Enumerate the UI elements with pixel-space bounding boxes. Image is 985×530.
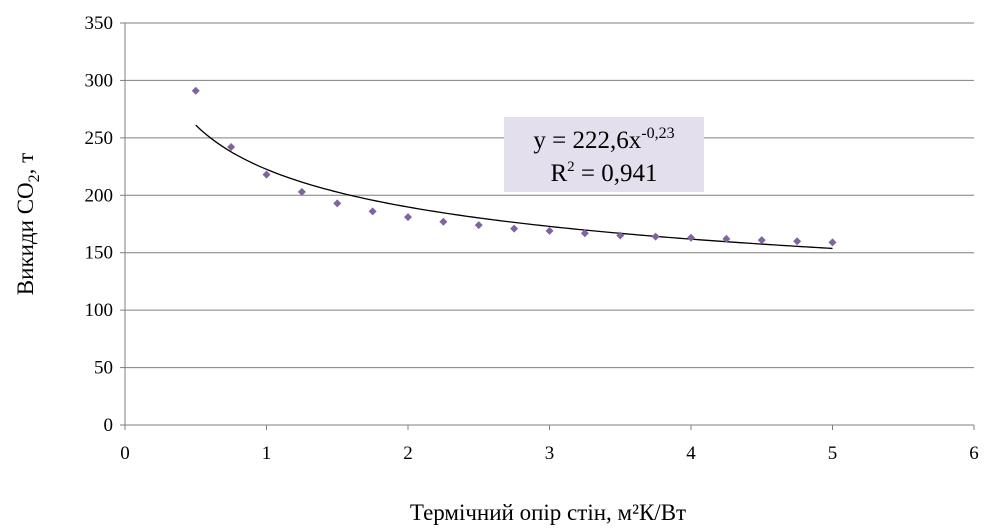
data-point: [545, 226, 554, 235]
y-axis-title-subscript: 2: [26, 174, 43, 182]
data-points: [191, 86, 837, 247]
data-point: [510, 224, 519, 233]
data-point: [368, 207, 377, 216]
data-point: [828, 238, 837, 247]
x-axis-title: Термічний опір стін, м²К/Вт: [410, 500, 686, 525]
tick-labels: 0 50 100 150 200 250 300 350 0 1 2 3 4 5 6: [85, 13, 979, 464]
data-point: [297, 187, 306, 196]
data-point: [793, 237, 802, 246]
y-tick-label: 250: [85, 128, 114, 149]
trend-equation-exponent: -0,23: [641, 125, 674, 142]
y-tick-label: 50: [94, 358, 113, 379]
x-tick-label: 5: [828, 443, 838, 464]
y-axis-title-main: Викиди CO: [13, 182, 38, 295]
y-axis-title-unit: , т: [13, 153, 38, 175]
data-point: [227, 143, 236, 152]
trend-equation-main: y = 222,6x: [533, 127, 641, 154]
y-tick-label: 150: [85, 243, 114, 264]
data-point: [262, 170, 271, 179]
data-point: [687, 233, 695, 242]
data-point: [651, 232, 660, 241]
y-tick-label: 100: [85, 300, 114, 321]
data-point: [333, 199, 342, 208]
y-tick-label: 0: [104, 415, 114, 436]
x-tick-label: 1: [262, 443, 272, 464]
data-point: [404, 213, 412, 222]
equation-box: y = 222,6x-0,23 R2 = 0,941: [504, 117, 704, 192]
x-tick-label: 2: [403, 443, 413, 464]
y-tick-label: 200: [85, 185, 114, 206]
y-tick-label: 300: [85, 70, 114, 91]
y-axis-title: Викиди CO2, т: [13, 153, 43, 295]
axes: [124, 23, 974, 426]
data-point: [580, 229, 589, 238]
gridlines: [125, 22, 974, 369]
r-squared-superscript: 2: [567, 159, 575, 175]
data-point: [474, 221, 483, 230]
data-point: [439, 217, 448, 226]
r-squared-main: R: [550, 160, 567, 187]
r-squared: R2 = 0,941: [550, 159, 657, 187]
x-tick-label: 3: [545, 443, 555, 464]
data-point: [722, 234, 731, 243]
data-point: [616, 231, 625, 240]
r-squared-value: = 0,941: [575, 160, 658, 187]
trend-equation: y = 222,6x-0,23: [533, 125, 674, 154]
x-tick-label: 4: [686, 443, 696, 464]
x-tick-label: 6: [969, 443, 979, 464]
x-tick-label: 0: [120, 443, 130, 464]
data-point: [757, 236, 766, 245]
y-tick-label: 350: [85, 13, 114, 34]
data-point: [191, 86, 200, 95]
equation-box-background: [504, 117, 704, 192]
